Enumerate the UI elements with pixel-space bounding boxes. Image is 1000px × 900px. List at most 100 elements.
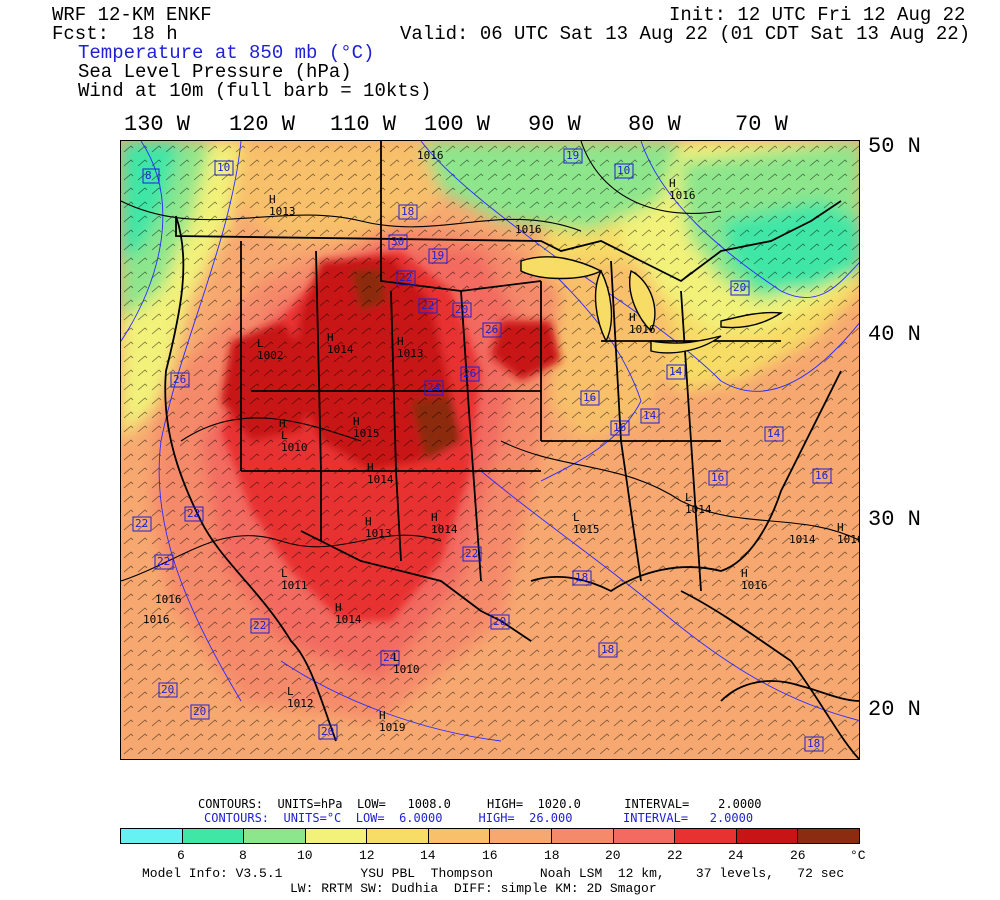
pressure-center-value: 1014 bbox=[685, 503, 712, 516]
colorbar-unit: °C bbox=[850, 848, 866, 863]
pressure-value: 1016 bbox=[417, 149, 444, 162]
valid-time: Valid: 06 UTC Sat 13 Aug 22 (01 CDT Sat … bbox=[400, 23, 971, 45]
field-temperature-label: Temperature at 850 mb (°C) bbox=[78, 42, 375, 64]
temp-label: 14 bbox=[643, 409, 657, 422]
pressure-center-value: 1014 bbox=[327, 343, 354, 356]
pressure-center-value: 1015 bbox=[353, 427, 380, 440]
map-canvas: 8 10 10 19 18 30 19 22 22 20 26 24 26 26… bbox=[121, 141, 859, 759]
temp-label: 20 bbox=[455, 303, 468, 316]
temp-label: 24 bbox=[383, 651, 397, 664]
field-wind-label: Wind at 10m (full barb = 10kts) bbox=[78, 80, 432, 102]
colorbar-tick: 24 bbox=[728, 848, 744, 863]
lat-label: 20 N bbox=[868, 697, 921, 722]
temp-label: 16 bbox=[583, 391, 596, 404]
pressure-center-value: 1013 bbox=[365, 527, 392, 540]
colorbar-tick: 6 bbox=[177, 848, 185, 863]
temp-label: 16 bbox=[711, 471, 724, 484]
physics-info: LW: RRTM SW: Dudhia DIFF: simple KM: 2D … bbox=[290, 881, 657, 896]
init-time: Init: 12 UTC Fri 12 Aug 22 bbox=[669, 4, 966, 26]
pressure-center-type: H bbox=[741, 567, 748, 580]
pressure-center-type: H bbox=[269, 193, 276, 206]
temp-label: 20 bbox=[193, 705, 206, 718]
colorbar-segment bbox=[613, 829, 676, 843]
lat-label: 50 N bbox=[868, 134, 921, 159]
colorbar-segment bbox=[490, 829, 553, 843]
temperature-contours bbox=[121, 141, 859, 742]
pressure-center-value: 1016 bbox=[741, 579, 768, 592]
temp-contour-info: CONTOURS: UNITS=°C LOW= 6.0000 HIGH= 26.… bbox=[204, 811, 754, 825]
pressure-center-value: 1013 bbox=[397, 347, 424, 360]
weather-map: 8 10 10 19 18 30 19 22 22 20 26 24 26 26… bbox=[120, 140, 860, 760]
colorbar-segment bbox=[182, 829, 245, 843]
temperature-labels: 8 10 10 19 18 30 19 22 22 20 26 24 26 26… bbox=[132, 148, 832, 752]
pressure-center-value: 1012 bbox=[287, 697, 314, 710]
temp-label: 26 bbox=[463, 367, 476, 380]
pressure-center-value: 1010 bbox=[281, 441, 308, 454]
temp-label: 20 bbox=[321, 725, 334, 738]
temp-label: 19 bbox=[566, 149, 579, 162]
pressure-center-value: 1002 bbox=[257, 349, 284, 362]
field-slp-label: Sea Level Pressure (hPa) bbox=[78, 61, 352, 83]
colorbar-segment bbox=[305, 829, 368, 843]
temp-label: 24 bbox=[427, 381, 441, 394]
colorbar-segment bbox=[367, 829, 429, 843]
pressure-contours bbox=[121, 141, 859, 582]
pressure-center-type: L bbox=[281, 429, 288, 442]
colorbar-tick: 14 bbox=[420, 848, 436, 863]
pressure-center-value: 1019 bbox=[379, 721, 406, 734]
temp-label: 22 bbox=[421, 299, 434, 312]
pressure-center-value: 1014 bbox=[431, 523, 458, 536]
colorbar-segment bbox=[675, 829, 737, 843]
colorbar-segment bbox=[736, 829, 799, 843]
colorbar-tick: 26 bbox=[790, 848, 806, 863]
pressure-center-type: H bbox=[335, 601, 342, 614]
pressure-center-type: L bbox=[685, 491, 692, 504]
temp-label: 18 bbox=[401, 205, 414, 218]
pressure-center-value: 1011 bbox=[281, 579, 308, 592]
pressure-center-type: H bbox=[837, 521, 844, 534]
temp-label: 14 bbox=[767, 427, 781, 440]
temp-label: 8 bbox=[145, 169, 152, 182]
temp-label: 22 bbox=[399, 271, 412, 284]
colorbar-tick: 18 bbox=[544, 848, 560, 863]
pressure-value: 1016 bbox=[515, 223, 542, 236]
pressure-value: 1016 bbox=[143, 613, 170, 626]
pressure-center-value: 1014 bbox=[335, 613, 362, 626]
pressure-center-type: H bbox=[353, 415, 360, 428]
pressure-center-type: H bbox=[669, 177, 676, 190]
colorbar-tick: 16 bbox=[482, 848, 498, 863]
temp-label: 16 bbox=[613, 421, 626, 434]
pressure-center-value: 1015 bbox=[573, 523, 600, 536]
pressure-center-type: H bbox=[379, 709, 386, 722]
lon-label: 90 W bbox=[528, 112, 581, 137]
temp-label: 22 bbox=[253, 619, 266, 632]
model-title: WRF 12-KM ENKF bbox=[52, 4, 212, 26]
pressure-center-type: H bbox=[327, 331, 334, 344]
temp-label: 18 bbox=[601, 643, 614, 656]
temp-label: 18 bbox=[807, 737, 820, 750]
temp-label: 22 bbox=[187, 507, 200, 520]
pressure-center-type: L bbox=[281, 567, 288, 580]
pressure-center-value: 1014 bbox=[367, 473, 394, 486]
pressure-center-type: L bbox=[257, 337, 264, 350]
pressure-center-type: H bbox=[279, 417, 286, 430]
pressure-center-type: H bbox=[629, 311, 636, 324]
colorbar-tick: 8 bbox=[239, 848, 247, 863]
colorbar-segment bbox=[121, 829, 183, 843]
temp-label: 26 bbox=[173, 373, 186, 386]
pressure-center-type: H bbox=[367, 461, 374, 474]
temp-label: 30 bbox=[391, 235, 404, 248]
colorbar-tick: 10 bbox=[297, 848, 313, 863]
lon-label: 80 W bbox=[628, 112, 681, 137]
forecast-hour: 18 h bbox=[132, 23, 178, 45]
lat-label: 40 N bbox=[868, 322, 921, 347]
slp-contour-info: CONTOURS: UNITS=hPa LOW= 1008.0 HIGH= 10… bbox=[198, 797, 762, 811]
temp-label: 20 bbox=[161, 683, 174, 696]
pressure-value: 1014 bbox=[789, 533, 816, 546]
lon-label: 100 W bbox=[424, 112, 491, 137]
temp-label: 19 bbox=[431, 249, 444, 262]
temp-label: 10 bbox=[217, 161, 230, 174]
lon-label: 110 W bbox=[330, 112, 397, 137]
pressure-center-type: H bbox=[365, 515, 372, 528]
